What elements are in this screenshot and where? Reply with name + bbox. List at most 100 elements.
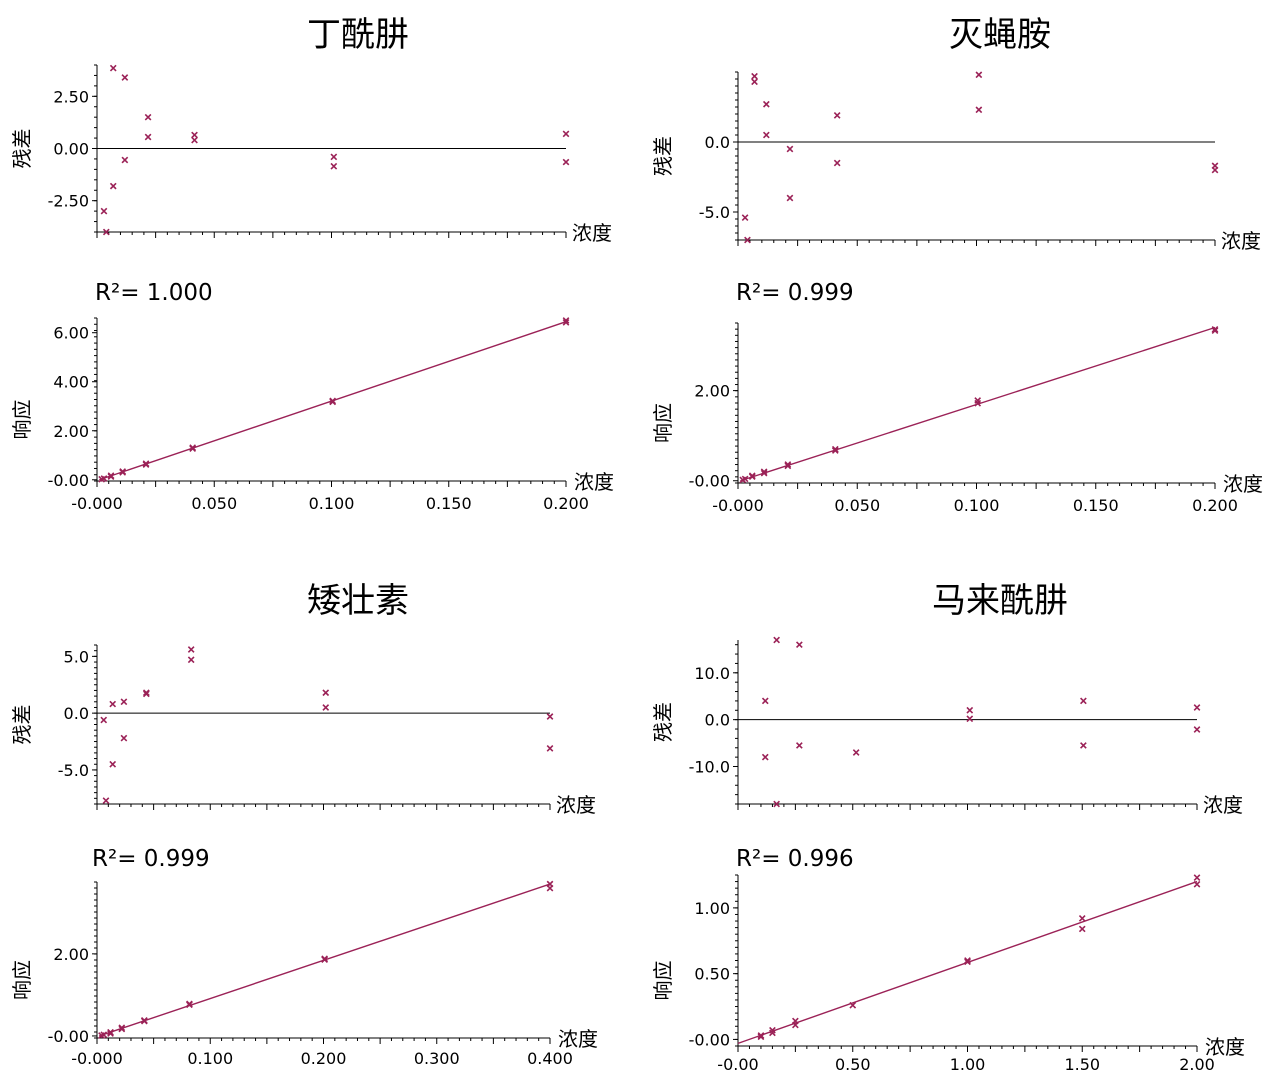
residual-point — [1193, 726, 1201, 733]
residual-point — [121, 74, 129, 81]
residual-point — [121, 156, 129, 164]
residual-point — [761, 697, 769, 705]
y-axis-label: 响应 — [651, 403, 675, 443]
residual-point — [741, 214, 749, 221]
x-tick-label: 0.400 — [527, 1049, 573, 1068]
residual-point — [102, 228, 110, 236]
x-tick-label: 0.050 — [191, 494, 237, 513]
residual-point — [786, 145, 794, 153]
calibration-point — [748, 472, 756, 480]
residual-point — [852, 749, 860, 756]
calibration-point — [760, 469, 768, 477]
y-tick-label: -0.00 — [48, 1027, 89, 1046]
calibration-point — [107, 1030, 114, 1037]
residual-point — [744, 236, 751, 244]
calibration-point — [546, 880, 554, 888]
calibration-plot: R²= 0.999 2.00 -0.00 -0.000 0.100 0.200 0.300 0… — [10, 846, 598, 1068]
r-squared-label: R²= 0.999 — [736, 280, 854, 306]
residual-point — [762, 100, 770, 108]
calibration-point — [831, 447, 839, 454]
calibration-point — [321, 955, 328, 963]
y-tick-label: -0.00 — [689, 1030, 730, 1049]
x-tick-label: 0.300 — [414, 1049, 460, 1068]
calibration-point — [189, 444, 197, 452]
residual-point — [795, 742, 803, 749]
residual-point — [966, 715, 974, 723]
residual-point — [120, 698, 128, 706]
residual-point — [833, 112, 841, 119]
residual-point — [102, 797, 110, 804]
y-axis-label: 残差 — [651, 702, 675, 742]
calibration-point — [1193, 880, 1201, 888]
residual-point — [330, 162, 338, 170]
y-tick-label: 2.00 — [694, 382, 730, 401]
x-axis-label: 浓度 — [1223, 472, 1263, 496]
residual-point — [109, 760, 117, 768]
calibration-point — [186, 1000, 193, 1008]
calibration-point — [757, 1032, 765, 1039]
residual-point — [1211, 166, 1219, 174]
residual-point — [795, 641, 803, 649]
y-tick-label: 0.50 — [694, 965, 730, 984]
x-tick-label: 0.100 — [309, 494, 355, 513]
y-axis-label: 响应 — [10, 960, 34, 1000]
calibration-point — [760, 468, 768, 476]
residual-point — [109, 64, 117, 72]
y-tick-label: 2.00 — [53, 945, 89, 964]
r-squared-label: R²= 1.000 — [95, 280, 213, 306]
residual-point — [142, 690, 150, 698]
y-tick-label: 2.00 — [53, 422, 89, 441]
calibration-point — [107, 1028, 114, 1036]
residual-point — [975, 106, 983, 114]
y-tick-label: -5.0 — [58, 761, 89, 780]
x-tick-label: 0.200 — [1192, 496, 1238, 515]
x-axis-label: 浓度 — [1205, 1035, 1245, 1059]
y-tick-label: -5.0 — [699, 203, 730, 222]
residual-point — [322, 704, 330, 711]
y-tick-label: 0.0 — [705, 711, 730, 730]
y-tick-label: 0.0 — [705, 133, 730, 152]
calibration-point — [964, 958, 971, 966]
residual-point — [100, 207, 108, 215]
x-tick-label: -0.000 — [712, 496, 764, 515]
y-tick-label: 2.50 — [53, 87, 89, 106]
y-axis-label: 残差 — [10, 129, 34, 169]
x-axis-label: 浓度 — [558, 1027, 598, 1051]
residual-point — [144, 113, 152, 121]
residual-point — [562, 130, 570, 138]
residual-point — [191, 131, 198, 139]
calibration-point — [100, 475, 108, 482]
calibration-point — [741, 475, 749, 483]
y-tick-label: 10.0 — [694, 664, 730, 683]
y-tick-label: 6.00 — [53, 324, 89, 343]
residual-point — [546, 744, 554, 752]
calibration-point — [118, 1025, 126, 1033]
x-tick-label: 0.100 — [187, 1049, 233, 1068]
y-axis-label: 残差 — [651, 136, 675, 176]
x-tick-label: 0.100 — [954, 496, 1000, 515]
calibration-point — [964, 957, 971, 964]
residual-point — [187, 646, 195, 653]
residual-point — [322, 689, 330, 697]
calibration-point — [562, 319, 570, 326]
calibration-point — [1193, 874, 1201, 881]
r-squared-label: R²= 0.999 — [92, 846, 210, 872]
calibration-point — [784, 462, 792, 470]
y-tick-label: 0.00 — [53, 140, 89, 159]
y-tick-label: 5.0 — [64, 647, 89, 666]
calibration-point — [329, 397, 337, 405]
x-tick-label: 0.150 — [426, 494, 472, 513]
x-tick-label: 0.200 — [543, 494, 589, 513]
calibration-plot: R²= 0.999 2.00 -0.00 -0.000 0.050 0.100 0.150 0… — [651, 280, 1263, 515]
y-tick-label: 0.0 — [64, 704, 89, 723]
residual-point — [751, 78, 758, 86]
residual-point — [762, 131, 770, 139]
residual-point — [330, 153, 338, 161]
calibration-point — [849, 1001, 857, 1009]
